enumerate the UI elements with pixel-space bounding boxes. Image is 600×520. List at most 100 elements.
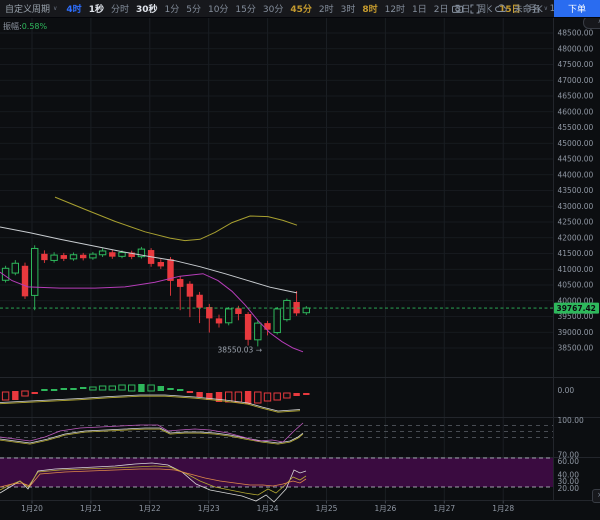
time-axis-label: 1月25: [316, 504, 338, 513]
account-menu[interactable]: 未命名 ∨: [514, 2, 548, 15]
interval-button-30秒[interactable]: 30秒: [135, 5, 158, 15]
sub-axis-label: 20.00: [558, 484, 580, 493]
ma-upper-line: [54, 196, 298, 242]
ma-middle-line: [0, 226, 298, 294]
period-selector-label: 自定义周期: [5, 5, 51, 15]
candle: [21, 262, 29, 299]
interval-button-3时[interactable]: 3时: [340, 5, 356, 15]
price-axis-label: 48000.00: [558, 44, 594, 53]
interval-button-1日[interactable]: 1日: [412, 5, 427, 15]
interval-button-10分[interactable]: 10分: [207, 5, 229, 15]
interval-button-1分[interactable]: 1分: [164, 5, 180, 15]
price-axis-label: 40500.00: [558, 281, 594, 290]
panel-separators: [0, 17, 600, 501]
axis-corner-button[interactable]: ×: [592, 489, 600, 503]
order-button[interactable]: 下单: [554, 0, 600, 17]
sub-axis-label: 100.00: [558, 416, 584, 425]
candle: [177, 276, 184, 311]
candle: [11, 260, 19, 276]
candle: [60, 252, 67, 262]
toolbar: 自定义周期 ∨ 4时 1秒 分时 30秒 1分 5分 10分 15分 30分 45分 2时 3时 8时 1…: [0, 0, 600, 18]
price-axis-label: 48500.00: [558, 29, 594, 38]
band-zone: [0, 457, 553, 488]
interval-buttons: 4时 1秒 分时 30秒 1分 5分 10分 15分 30分 45分 2时 3时 8时 12时 1日 2日 3日…: [66, 2, 560, 16]
chevron-down-icon: ∨: [53, 5, 58, 12]
interval-button-1秒[interactable]: 1秒: [88, 5, 104, 15]
price-axis-label: 43000.00: [558, 202, 594, 211]
sub-axis-label: 60.00: [558, 457, 580, 466]
fullscreen-icon[interactable]: [470, 3, 480, 14]
interval-button-2日[interactable]: 2日: [433, 5, 449, 15]
panel3-line-yellow: [0, 428, 304, 445]
candle: [128, 250, 135, 260]
chevron-down-icon: ∨: [543, 5, 548, 12]
candle: [206, 303, 213, 333]
toolbar-right: 未命名 ∨: [451, 0, 548, 17]
interval-button-45分[interactable]: 45分: [290, 5, 312, 15]
sub-axis-label: 0.00: [558, 386, 575, 395]
interval-button-5分[interactable]: 5分: [186, 5, 201, 15]
price-axis-label: 47000.00: [558, 76, 594, 85]
price-axis-label: 38500.00: [558, 344, 594, 353]
interval-button-3日[interactable]: 3日: [455, 5, 471, 15]
interval-button-4时[interactable]: 4时: [66, 5, 82, 15]
price-axis-label: 39000.00: [558, 328, 594, 337]
price-axis-label: 41500.00: [558, 249, 594, 258]
panel3-line-white: [0, 427, 304, 444]
oscillator-boxes: [1, 384, 310, 404]
low-price-marker: 38550.03 →: [218, 346, 262, 355]
interval-button-15日[interactable]: 15日: [499, 5, 521, 15]
price-axis-label: 41000.00: [558, 265, 594, 274]
camera-icon[interactable]: [451, 4, 463, 13]
price-axis-label: 39500.00: [558, 312, 594, 321]
time-axis-label: 1月21: [80, 504, 102, 513]
amplitude-value: 0.58%: [21, 22, 48, 31]
interval-button-月K[interactable]: 月K: [527, 5, 543, 15]
candle: [137, 246, 146, 259]
time-axis-label: 1月20: [21, 504, 43, 513]
price-axis-label: 43500.00: [558, 186, 594, 195]
candle: [225, 307, 233, 326]
period-selector[interactable]: 自定义周期 ∨: [5, 2, 57, 15]
panel3-line-magenta: [0, 422, 304, 443]
interval-button-2时[interactable]: 2时: [318, 5, 334, 15]
sub-axis-label: 40.00: [558, 471, 580, 480]
interval-button-15分[interactable]: 15分: [235, 5, 256, 15]
interval-button-分时[interactable]: 分时: [110, 5, 129, 15]
price-axis-label: 42500.00: [558, 218, 594, 227]
interval-button-30分[interactable]: 30分: [262, 5, 284, 15]
price-axis-label: 46000.00: [558, 107, 594, 116]
candle: [244, 312, 252, 346]
time-axis-label: 1月24: [257, 504, 279, 513]
interval-button-周K[interactable]: 周K: [477, 5, 493, 15]
price-axis-label: 44500.00: [558, 155, 594, 164]
candle: [186, 281, 194, 318]
candle: [69, 252, 78, 261]
time-axis-label: 1月23: [198, 504, 220, 513]
candle: [80, 252, 87, 261]
time-axis-label: 1月28: [492, 504, 514, 513]
current-price-tag: 39767.42: [554, 302, 599, 314]
price-axis[interactable]: 48500.00 48000.00 47500.00 47000.00 46500.00…: [558, 29, 594, 353]
interval-button-12时[interactable]: 12时: [384, 5, 406, 15]
time-axis[interactable]: 1月20 1月21 1月22 1月23 1月24 1月25 1月26 1月27 1月28: [21, 500, 514, 514]
price-axis-label: 42000.00: [558, 233, 594, 242]
amplitude-readout: 振幅:0.58%: [3, 21, 47, 32]
candle: [41, 250, 48, 263]
cloud-save-icon[interactable]: [494, 4, 507, 13]
candle: [273, 307, 281, 335]
candle: [293, 290, 300, 316]
price-axis-label: 46500.00: [558, 92, 594, 101]
candle: [196, 291, 203, 324]
price-axis-label: 44000.00: [558, 170, 594, 179]
toolbar-divider: [486, 4, 488, 13]
sub-axis-label: 30.00: [558, 477, 580, 486]
interval-button-8时[interactable]: 8时: [362, 5, 378, 15]
candle: [254, 320, 262, 347]
candle: [283, 298, 291, 322]
ma-lower-line: [0, 271, 304, 353]
time-axis-label: 1月22: [139, 504, 161, 513]
